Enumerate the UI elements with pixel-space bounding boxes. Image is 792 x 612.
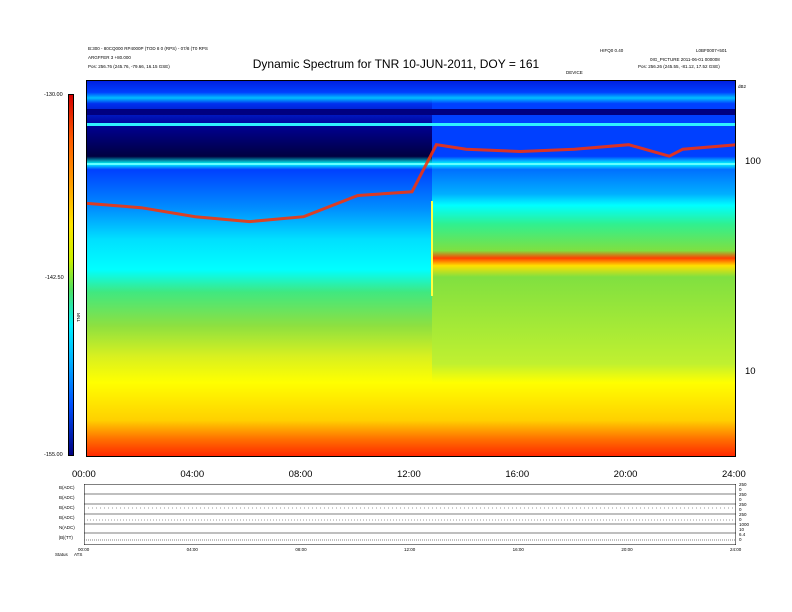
lower-time-tick: 20:00	[621, 547, 633, 552]
spectrogram-panel	[86, 80, 736, 457]
lower-right-label: 250	[739, 502, 747, 507]
lower-right-label: 0	[739, 507, 742, 512]
colorbar	[68, 94, 74, 456]
lower-row-label-1: B(ADC)	[59, 485, 75, 490]
lower-time-tick: 16:00	[512, 547, 524, 552]
spectrum-region-early	[87, 81, 432, 456]
plasma-line	[87, 143, 735, 224]
lower-right-label: 0	[739, 497, 742, 502]
lower-right-label: 6.4	[739, 532, 746, 537]
lower-trace-svg	[83, 483, 737, 546]
lower-row-label-6: |B|(TT)	[59, 535, 73, 540]
lower-time-tick: 08:00	[295, 547, 307, 552]
footer-status: Status	[55, 552, 68, 557]
header-info-left-1: B:300 - 80CQ000 RP4000P (TOD 8 0 (RPS) -…	[88, 46, 208, 51]
corner-label: dB2	[738, 84, 747, 89]
lower-right-label: 10	[739, 527, 745, 532]
header-info-left-2: ARGFFER 3 +80.000	[88, 55, 131, 60]
spectrogram-svg	[87, 81, 735, 456]
x-tick-label: 08:00	[288, 469, 313, 480]
colorbar-label: TNR	[76, 312, 81, 322]
lower-time-tick: 12:00	[404, 547, 416, 552]
header-info-left-3: Pos: 256.76 (245.76, -79.66, 16.15 GSE)	[88, 64, 170, 69]
lower-right-label: 0	[739, 517, 742, 522]
lower-time-tick: 00:00	[78, 547, 90, 552]
x-tick-label: 24:00	[722, 469, 746, 480]
chart-title: Dynamic Spectrum for TNR 10-JUN-2011, DO…	[252, 57, 540, 71]
lower-trace-panel	[83, 483, 737, 546]
x-tick-label: 20:00	[613, 469, 638, 480]
x-tick-label: 12:00	[397, 469, 421, 480]
lower-right-label: 1000	[739, 522, 750, 527]
dark-band	[87, 109, 735, 115]
y-tick-100: 100	[745, 156, 761, 167]
footer-ats: ATS	[74, 552, 83, 557]
colorbar-tick-mid: -142.50	[45, 275, 64, 281]
lower-right-label: 0	[739, 537, 742, 542]
lower-time-tick: 24:00	[730, 547, 742, 552]
lower-right-label: 250	[739, 512, 747, 517]
x-tick-label: 04:00	[180, 469, 205, 480]
cyan-line-3	[87, 163, 735, 165]
lower-right-label: 250	[739, 492, 747, 497]
lower-row-label-5: N(ADC)	[59, 525, 75, 530]
lower-right-label: 250	[739, 482, 747, 487]
marker-label: DEVICE	[566, 70, 583, 75]
lower-time-tick: 04:00	[186, 547, 198, 552]
header-info-center-right: HIFQ0 0.40	[600, 48, 624, 53]
lower-row-label-2: B(ADC)	[59, 495, 75, 500]
lower-row-label-4: B(ADC)	[59, 515, 75, 520]
x-tick-label: 16:00	[505, 469, 530, 480]
y-tick-10: 10	[745, 366, 756, 377]
colorbar-tick-top: -130.00	[44, 92, 63, 98]
header-info-right-3: Pos: 256.26 (245.55, -81.12, 17.52 GSE)	[638, 64, 720, 69]
lower-row-label-3: B(ADC)	[59, 505, 75, 510]
spectrum-region-late	[432, 81, 735, 456]
lower-right-label: 0	[739, 487, 742, 492]
header-info-right-1: L0BF0007+501	[696, 48, 727, 53]
colorbar-tick-bottom: -155.00	[44, 452, 63, 458]
header-info-right-2: 0IG_PICTURE 2011-06-01 000008	[650, 57, 720, 62]
x-tick-label: 00:00	[72, 469, 96, 480]
cyan-line-2	[87, 123, 735, 126]
